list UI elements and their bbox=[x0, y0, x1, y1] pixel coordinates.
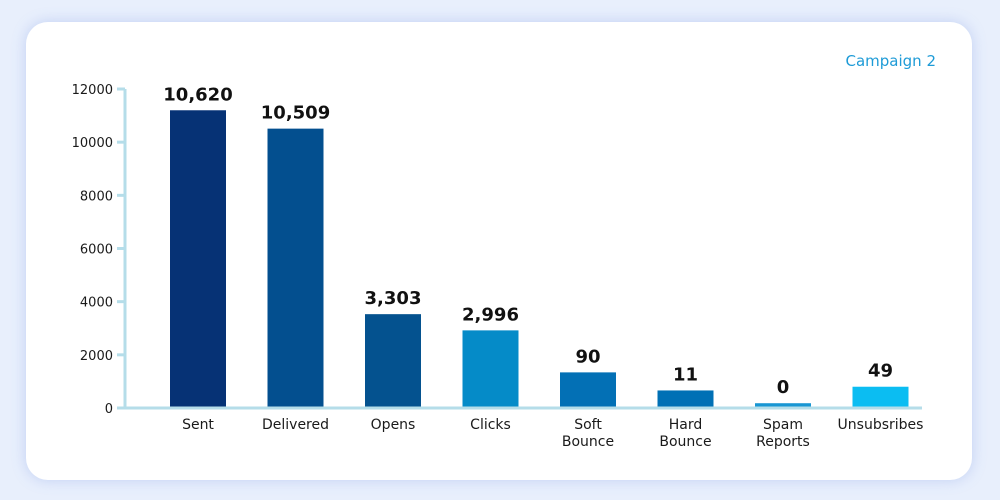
data-label: 90 bbox=[575, 346, 600, 367]
data-label: 0 bbox=[777, 377, 790, 398]
data-label: 2,996 bbox=[462, 304, 519, 325]
data-label: 11 bbox=[673, 364, 698, 385]
x-category-label: Hard bbox=[669, 417, 703, 433]
bar-clicks bbox=[462, 330, 519, 408]
y-tick-label: 6000 bbox=[80, 243, 113, 258]
legend-label: Campaign 2 bbox=[845, 52, 937, 70]
bar-delivered bbox=[267, 128, 324, 409]
x-category-label: Spam bbox=[763, 417, 803, 433]
x-category-label: Soft bbox=[574, 417, 602, 433]
bar-spam-reports bbox=[755, 403, 811, 408]
bar-sent bbox=[170, 110, 226, 409]
x-category-label: Clicks bbox=[470, 417, 511, 433]
y-tick-label: 4000 bbox=[80, 296, 113, 311]
y-tick-label: 2000 bbox=[80, 349, 113, 364]
x-category-label: Bounce bbox=[562, 434, 614, 450]
bar-unsubsribes bbox=[852, 386, 909, 408]
bar-soft-bounce bbox=[560, 372, 616, 408]
y-tick-label: 0 bbox=[105, 402, 113, 417]
x-category-label: Unsubsribes bbox=[838, 417, 924, 433]
x-category-label: Reports bbox=[756, 434, 810, 450]
y-tick-label: 10000 bbox=[72, 136, 113, 151]
data-label: 49 bbox=[868, 361, 893, 382]
x-category-label: Bounce bbox=[659, 434, 711, 450]
x-category-label: Sent bbox=[182, 417, 214, 433]
y-tick-label: 8000 bbox=[80, 189, 113, 204]
bar-hard-bounce bbox=[657, 390, 714, 408]
data-label: 3,303 bbox=[365, 288, 422, 309]
data-label: 10,620 bbox=[163, 84, 232, 105]
x-category-label: Opens bbox=[371, 417, 416, 433]
y-tick-label: 12000 bbox=[72, 83, 113, 98]
bar-opens bbox=[365, 314, 421, 408]
data-label: 10,509 bbox=[261, 103, 330, 124]
x-category-label: Delivered bbox=[262, 417, 329, 433]
